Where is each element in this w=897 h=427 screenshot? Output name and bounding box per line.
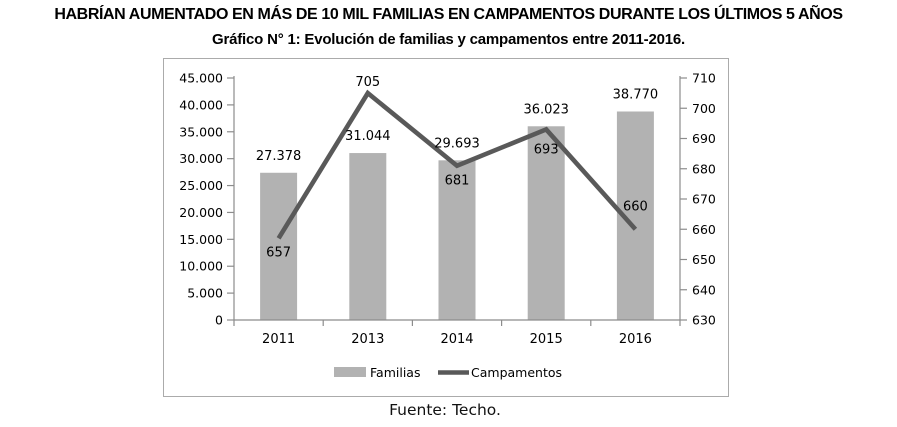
right-axis-tick-label: 680 (692, 161, 716, 176)
campamentos-line (276, 89, 638, 240)
legend-label-familias: Familias (370, 365, 420, 380)
bar-value-label: 36.023 (523, 102, 569, 117)
left-axis-tick-label: 15.000 (179, 232, 223, 247)
right-axis-tick-label: 630 (692, 313, 716, 328)
left-axis-tick-label: 30.000 (179, 151, 223, 166)
x-axis-category-label: 2013 (351, 332, 384, 347)
bar-value-label: 27.378 (256, 149, 301, 164)
chart-headline: HABRÍAN AUMENTADO EN MÁS DE 10 MIL FAMIL… (54, 6, 843, 23)
x-axis-category-label: 2011 (262, 332, 295, 347)
right-axis-tick-label: 690 (692, 131, 716, 146)
left-axis-tick-label: 0 (215, 313, 223, 328)
chart-subtitle: Gráfico N° 1: Evolución de familias y ca… (212, 31, 685, 48)
right-axis-tick-label: 700 (692, 101, 716, 116)
right-axis-tick-label: 640 (692, 282, 716, 297)
chart-area: 0 5.000 10.000 15.000 20.000 25.000 30.000 35.0… (163, 58, 729, 397)
right-axis-tick-label: 660 (692, 222, 716, 237)
left-axis-tick-label: 5.000 (187, 286, 223, 301)
bar-2015 (527, 126, 565, 321)
left-axis-tick-label: 45.000 (179, 71, 223, 86)
x-axis-category-label: 2014 (440, 332, 473, 347)
legend-label-campamentos: Campamentos (471, 365, 562, 380)
bar-value-label: 31.044 (345, 129, 391, 144)
left-axis-tick-label: 10.000 (179, 259, 223, 274)
left-axis-tick-label: 20.000 (179, 205, 223, 220)
line-value-label: 681 (445, 174, 470, 189)
bar-2014 (438, 160, 476, 320)
x-axis-category-label: 2016 (619, 332, 652, 347)
right-axis-tick-label: 650 (692, 252, 716, 267)
line-value-label: 705 (355, 75, 380, 90)
right-axis-tick-label: 710 (692, 71, 716, 86)
left-axis-tick-label: 40.000 (179, 97, 223, 112)
left-axis-tick-label: 25.000 (179, 178, 223, 193)
bar-value-label: 29.693 (434, 136, 480, 151)
bar-2011 (260, 172, 298, 320)
bar-2013 (349, 153, 387, 320)
source-caption: Fuente: Techo. (389, 401, 501, 419)
legend-swatch-familias (334, 367, 366, 377)
x-axis-category-label: 2015 (530, 332, 563, 347)
line-value-label: 657 (266, 245, 291, 260)
line-value-label: 693 (534, 142, 559, 157)
line-value-label: 660 (623, 199, 648, 214)
right-axis-tick-label: 670 (692, 192, 716, 207)
chart-canvas: 0 5.000 10.000 15.000 20.000 25.000 30.000 35.0… (179, 71, 716, 381)
bar-value-label: 38.770 (613, 88, 659, 103)
left-axis-tick-label: 35.000 (179, 124, 223, 139)
